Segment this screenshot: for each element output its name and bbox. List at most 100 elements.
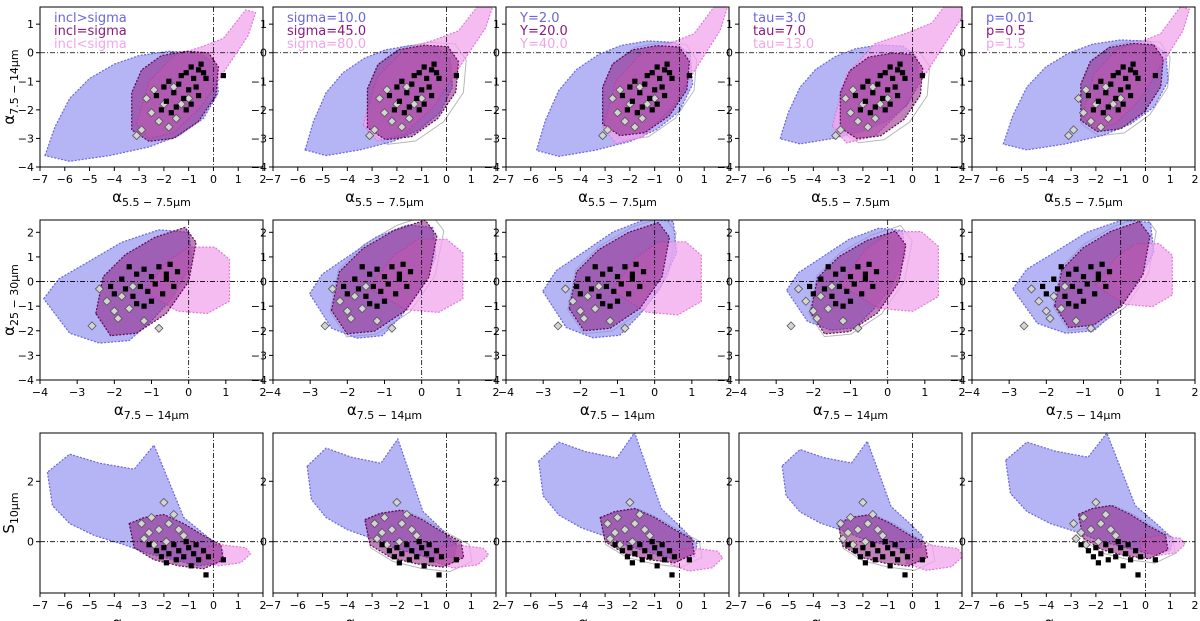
point-diamond [327, 284, 338, 294]
y-tick-label: 1 [959, 251, 966, 264]
point-square [885, 545, 891, 551]
point-square [393, 291, 399, 297]
point-square [126, 264, 132, 270]
x-tick-label: 2 [959, 386, 966, 399]
panel-frame [272, 432, 497, 594]
point-square [152, 281, 158, 287]
point-square [453, 72, 459, 79]
y-tick-label: 2 [260, 226, 267, 239]
point-square [640, 269, 647, 275]
point-square [352, 276, 358, 282]
point-square [394, 84, 400, 90]
y-tick-label: −1 [717, 75, 733, 88]
point-square [145, 288, 151, 294]
plot-area [40, 220, 263, 380]
point-square [205, 554, 212, 560]
point-square [1066, 271, 1072, 277]
point-square [686, 557, 692, 563]
x-tick-label: −3 [69, 386, 85, 399]
point-square [596, 293, 602, 299]
point-square [1093, 84, 1099, 90]
y-tick-label: 2 [726, 226, 733, 239]
point-square [1092, 291, 1098, 297]
point-diamond [1069, 519, 1079, 529]
point-square [892, 84, 898, 90]
legend-entry-0: incl>sigma [54, 11, 127, 26]
point-square [629, 276, 635, 282]
plot-area [739, 7, 962, 167]
point-square [618, 281, 624, 287]
point-square [173, 557, 179, 563]
y-tick-label: 0 [959, 47, 966, 60]
point-square [1106, 269, 1113, 275]
point-square [872, 104, 878, 110]
point-square [419, 545, 425, 551]
point-square [577, 291, 583, 297]
point-square [657, 75, 663, 82]
point-diamond [1108, 99, 1118, 109]
point-square [1088, 264, 1094, 270]
x-tick-label: −1 [181, 173, 197, 186]
point-square [1090, 107, 1097, 113]
point-diamond [1026, 284, 1037, 294]
x-tick-label: −4 [498, 386, 514, 399]
point-square [1118, 545, 1124, 551]
x-tick-label: −2 [1088, 173, 1104, 186]
point-square [627, 84, 633, 90]
point-square [1152, 557, 1158, 563]
point-diamond [786, 321, 796, 331]
y-tick-label: 2 [493, 226, 500, 239]
point-diamond [873, 525, 883, 535]
x-tick-label: −5 [81, 599, 97, 612]
point-diamond [171, 113, 181, 123]
point-diamond [128, 281, 138, 292]
y-tick-label: −4 [251, 374, 267, 387]
point-square [892, 542, 898, 548]
point-diamond [640, 525, 650, 535]
point-square [840, 266, 846, 272]
point-square [919, 72, 925, 79]
point-square [1043, 291, 1049, 297]
point-square [400, 261, 406, 267]
x-tick-label: −3 [1001, 386, 1017, 399]
point-diamond [620, 116, 630, 126]
point-square [639, 557, 645, 563]
point-square [171, 90, 177, 96]
point-diamond [1103, 113, 1113, 123]
y-tick-label: −4 [717, 374, 733, 387]
point-diamond [843, 528, 853, 538]
point-square [1103, 90, 1109, 96]
point-square [1095, 560, 1101, 566]
point-square [825, 264, 831, 270]
y-tick-label: 1 [27, 251, 34, 264]
point-square [386, 92, 393, 99]
point-square [902, 572, 908, 578]
point-diamond [1071, 534, 1081, 544]
y-tick-label: −2 [251, 325, 267, 338]
point-square [163, 98, 169, 104]
x-tick-label: −1 [647, 599, 663, 612]
point-square [664, 61, 670, 67]
point-square [148, 274, 155, 280]
point-square [161, 84, 167, 90]
x-tick-label: −3 [768, 386, 784, 399]
y-tick-label: 0 [726, 47, 733, 60]
point-diamond [379, 512, 390, 523]
y-tick-label: −1 [251, 75, 267, 88]
y-tick-label: −4 [484, 374, 500, 387]
point-diamond [845, 108, 856, 118]
x-tick-label: −5 [314, 599, 330, 612]
y-tick-label: −1 [484, 75, 500, 88]
legend-entry-1: incl=sigma [54, 24, 127, 39]
y-tick-label: −3 [717, 132, 733, 145]
point-square [433, 548, 440, 554]
point-square [1115, 107, 1121, 113]
point-diamond [635, 509, 645, 520]
x-tick-label: −4 [106, 173, 122, 186]
point-square [1095, 271, 1101, 277]
legend-entry-2: p=1.5 [986, 37, 1026, 52]
point-diamond [387, 525, 397, 535]
point-diamond [372, 534, 382, 544]
point-square [875, 548, 881, 554]
